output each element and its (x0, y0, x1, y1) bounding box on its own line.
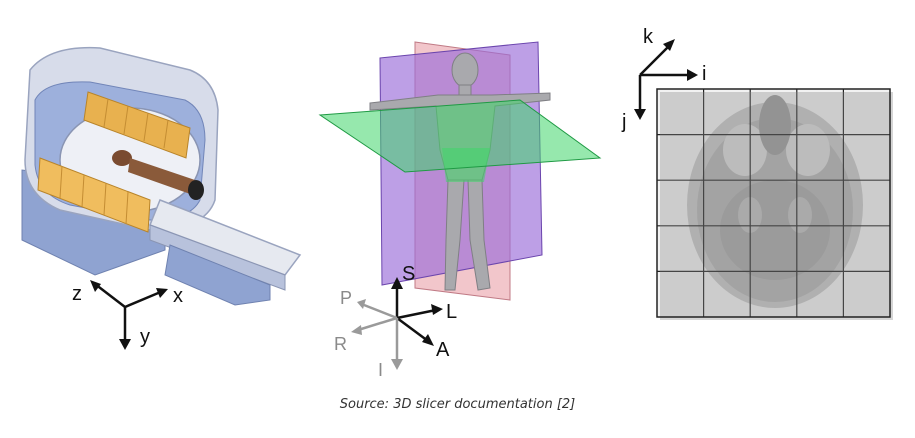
gradient-coil-top (83, 91, 191, 159)
mri-scanner-illustration: x z y (0, 0, 320, 390)
axis-label-left: L (446, 301, 457, 323)
ijk-axes (634, 39, 698, 120)
mri-slice-illustration: i j k (610, 0, 915, 390)
slice-frame (656, 88, 891, 318)
axis-label-i: i (702, 63, 706, 85)
table-base (164, 244, 271, 306)
coil-top-segments (103, 98, 169, 149)
figure-caption: Source: 3D slicer documentation [2] (339, 397, 576, 412)
mri-slice-svg: i j k (621, 26, 893, 320)
axis-label-inferior: I (378, 360, 383, 380)
patient-figure (112, 150, 204, 200)
table-rail (149, 224, 286, 291)
anatomical-planes-svg: S L A P R I (318, 41, 602, 380)
axis-label-superior: S (402, 263, 415, 285)
axis-label-x: x (173, 285, 183, 307)
gradient-coil-bottom (37, 157, 151, 233)
axis-label-k: k (643, 26, 654, 48)
axis-label-right: R (334, 334, 347, 354)
axial-plane (318, 99, 602, 173)
slice-shadow (660, 92, 893, 320)
anatomical-planes-illustration: S L A P R I (310, 0, 620, 390)
mri-slice-image (657, 89, 890, 317)
coil-bottom-segments (59, 165, 129, 225)
voxel-grid (657, 89, 890, 317)
scanner-axes (90, 280, 168, 350)
ras-axes (351, 277, 443, 370)
axis-label-anterior: A (436, 339, 450, 361)
mri-scanner-svg: x z y (21, 46, 302, 350)
axis-label-y: y (140, 326, 150, 348)
axis-label-j: j (621, 111, 626, 133)
axis-label-posterior: P (340, 288, 352, 308)
axis-label-z: z (72, 283, 82, 305)
